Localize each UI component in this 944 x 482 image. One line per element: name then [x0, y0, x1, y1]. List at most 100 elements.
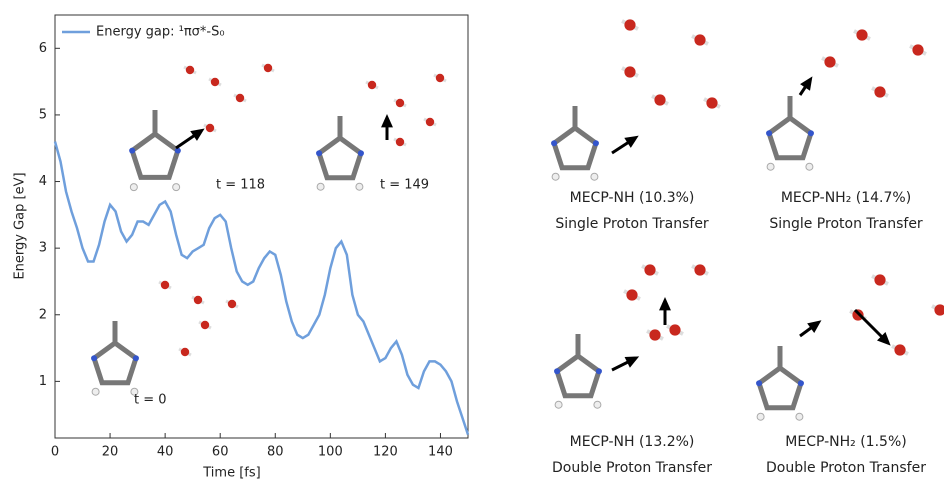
- n-atom: [766, 130, 773, 137]
- x-tick-label: 100: [318, 445, 343, 460]
- o-atom: [934, 304, 944, 316]
- ring: [554, 352, 602, 399]
- panel-label: MECP-NH₂ (14.7%): [781, 190, 911, 206]
- panel-subtitle: Double Proton Transfer: [552, 460, 712, 476]
- n-atom: [551, 140, 558, 147]
- o-atom: [694, 264, 706, 276]
- o-atom: [856, 29, 868, 41]
- o-atom: [824, 56, 836, 68]
- o-atom: [669, 324, 681, 336]
- molecule-art: [91, 19, 944, 421]
- o-atom: [874, 86, 886, 98]
- o-atom: [235, 93, 245, 103]
- arrow-head: [800, 76, 813, 91]
- o-atom: [210, 77, 220, 87]
- ring: [316, 134, 364, 181]
- o-atom: [367, 80, 377, 90]
- o-atom: [263, 63, 273, 73]
- o-atom: [644, 264, 656, 276]
- o-atom: [185, 65, 195, 75]
- x-tick-label: 20: [102, 445, 119, 460]
- n-atom: [174, 147, 181, 154]
- h-atom: [590, 172, 599, 181]
- x-tick-label: 0: [51, 445, 59, 460]
- y-tick-label: 1: [39, 374, 47, 389]
- h-atom: [172, 183, 181, 192]
- o-atom: [395, 137, 405, 147]
- annotation: t = 118: [216, 178, 265, 193]
- arrow-head: [659, 297, 671, 311]
- h-atom: [130, 387, 139, 396]
- x-axis-label: Time [fs]: [202, 466, 260, 481]
- arrow-head: [624, 356, 640, 368]
- n-atom: [132, 355, 139, 362]
- x-tick-label: 120: [373, 445, 398, 460]
- h-atom: [551, 172, 560, 181]
- y-tick-label: 5: [39, 107, 47, 122]
- o-atom: [706, 97, 718, 109]
- arrow: [853, 308, 887, 342]
- panel-subtitle: Single Proton Transfer: [555, 216, 709, 232]
- n-atom: [592, 140, 599, 147]
- h-atom: [766, 162, 775, 171]
- o-atom: [180, 347, 190, 357]
- o-atom: [200, 320, 210, 330]
- o-atom: [227, 299, 237, 309]
- o-atom: [626, 289, 638, 301]
- n-atom: [129, 147, 136, 154]
- ring: [756, 364, 804, 411]
- h-atom: [91, 387, 100, 396]
- o-atom: [160, 280, 170, 290]
- o-atom: [694, 34, 706, 46]
- h-atom: [554, 400, 563, 409]
- x-tick-label: 80: [267, 445, 284, 460]
- ring: [766, 114, 814, 161]
- arrow-head: [190, 128, 205, 141]
- ring: [129, 130, 181, 180]
- plot-frame: [54, 14, 469, 439]
- o-atom: [649, 329, 661, 341]
- arrow-head: [807, 320, 822, 333]
- ring: [551, 124, 599, 171]
- o-atom: [624, 19, 636, 31]
- x-tick-label: 40: [157, 445, 174, 460]
- y-tick-label: 6: [39, 41, 47, 56]
- x-tick-label: 60: [212, 445, 229, 460]
- n-atom: [316, 150, 323, 157]
- o-atom: [624, 66, 636, 78]
- o-atom: [425, 117, 435, 127]
- n-atom: [807, 130, 814, 137]
- n-atom: [797, 380, 804, 387]
- arrow-head: [624, 135, 639, 148]
- x-tick-label: 140: [428, 445, 453, 460]
- panel-label: MECP-NH (13.2%): [570, 434, 695, 450]
- h-atom: [355, 182, 364, 191]
- n-atom: [595, 368, 602, 375]
- h-atom: [756, 412, 765, 421]
- h-atom: [805, 162, 814, 171]
- o-atom: [894, 344, 906, 356]
- o-atom: [874, 274, 886, 286]
- y-tick-label: 2: [39, 307, 47, 322]
- panel-subtitle: Single Proton Transfer: [769, 216, 923, 232]
- h-atom: [129, 183, 138, 192]
- legend-label: Energy gap: ¹πσ*-S₀: [96, 25, 225, 40]
- y-axis-label: Energy Gap [eV]: [13, 172, 28, 279]
- o-atom: [193, 295, 203, 305]
- n-atom: [554, 368, 561, 375]
- h-atom: [593, 400, 602, 409]
- panel-label: MECP-NH (10.3%): [570, 190, 695, 206]
- ring: [91, 339, 139, 386]
- panel-label: MECP-NH₂ (1.5%): [785, 434, 906, 450]
- annotation: t = 0: [134, 393, 167, 408]
- y-tick-label: 4: [39, 174, 47, 189]
- n-atom: [756, 380, 763, 387]
- series-line: [53, 141, 470, 436]
- o-atom: [912, 44, 924, 56]
- arrow-head: [877, 332, 891, 346]
- n-atom: [91, 355, 98, 362]
- y-tick-label: 3: [39, 241, 47, 256]
- arrow-head: [381, 114, 393, 128]
- h-atom: [795, 412, 804, 421]
